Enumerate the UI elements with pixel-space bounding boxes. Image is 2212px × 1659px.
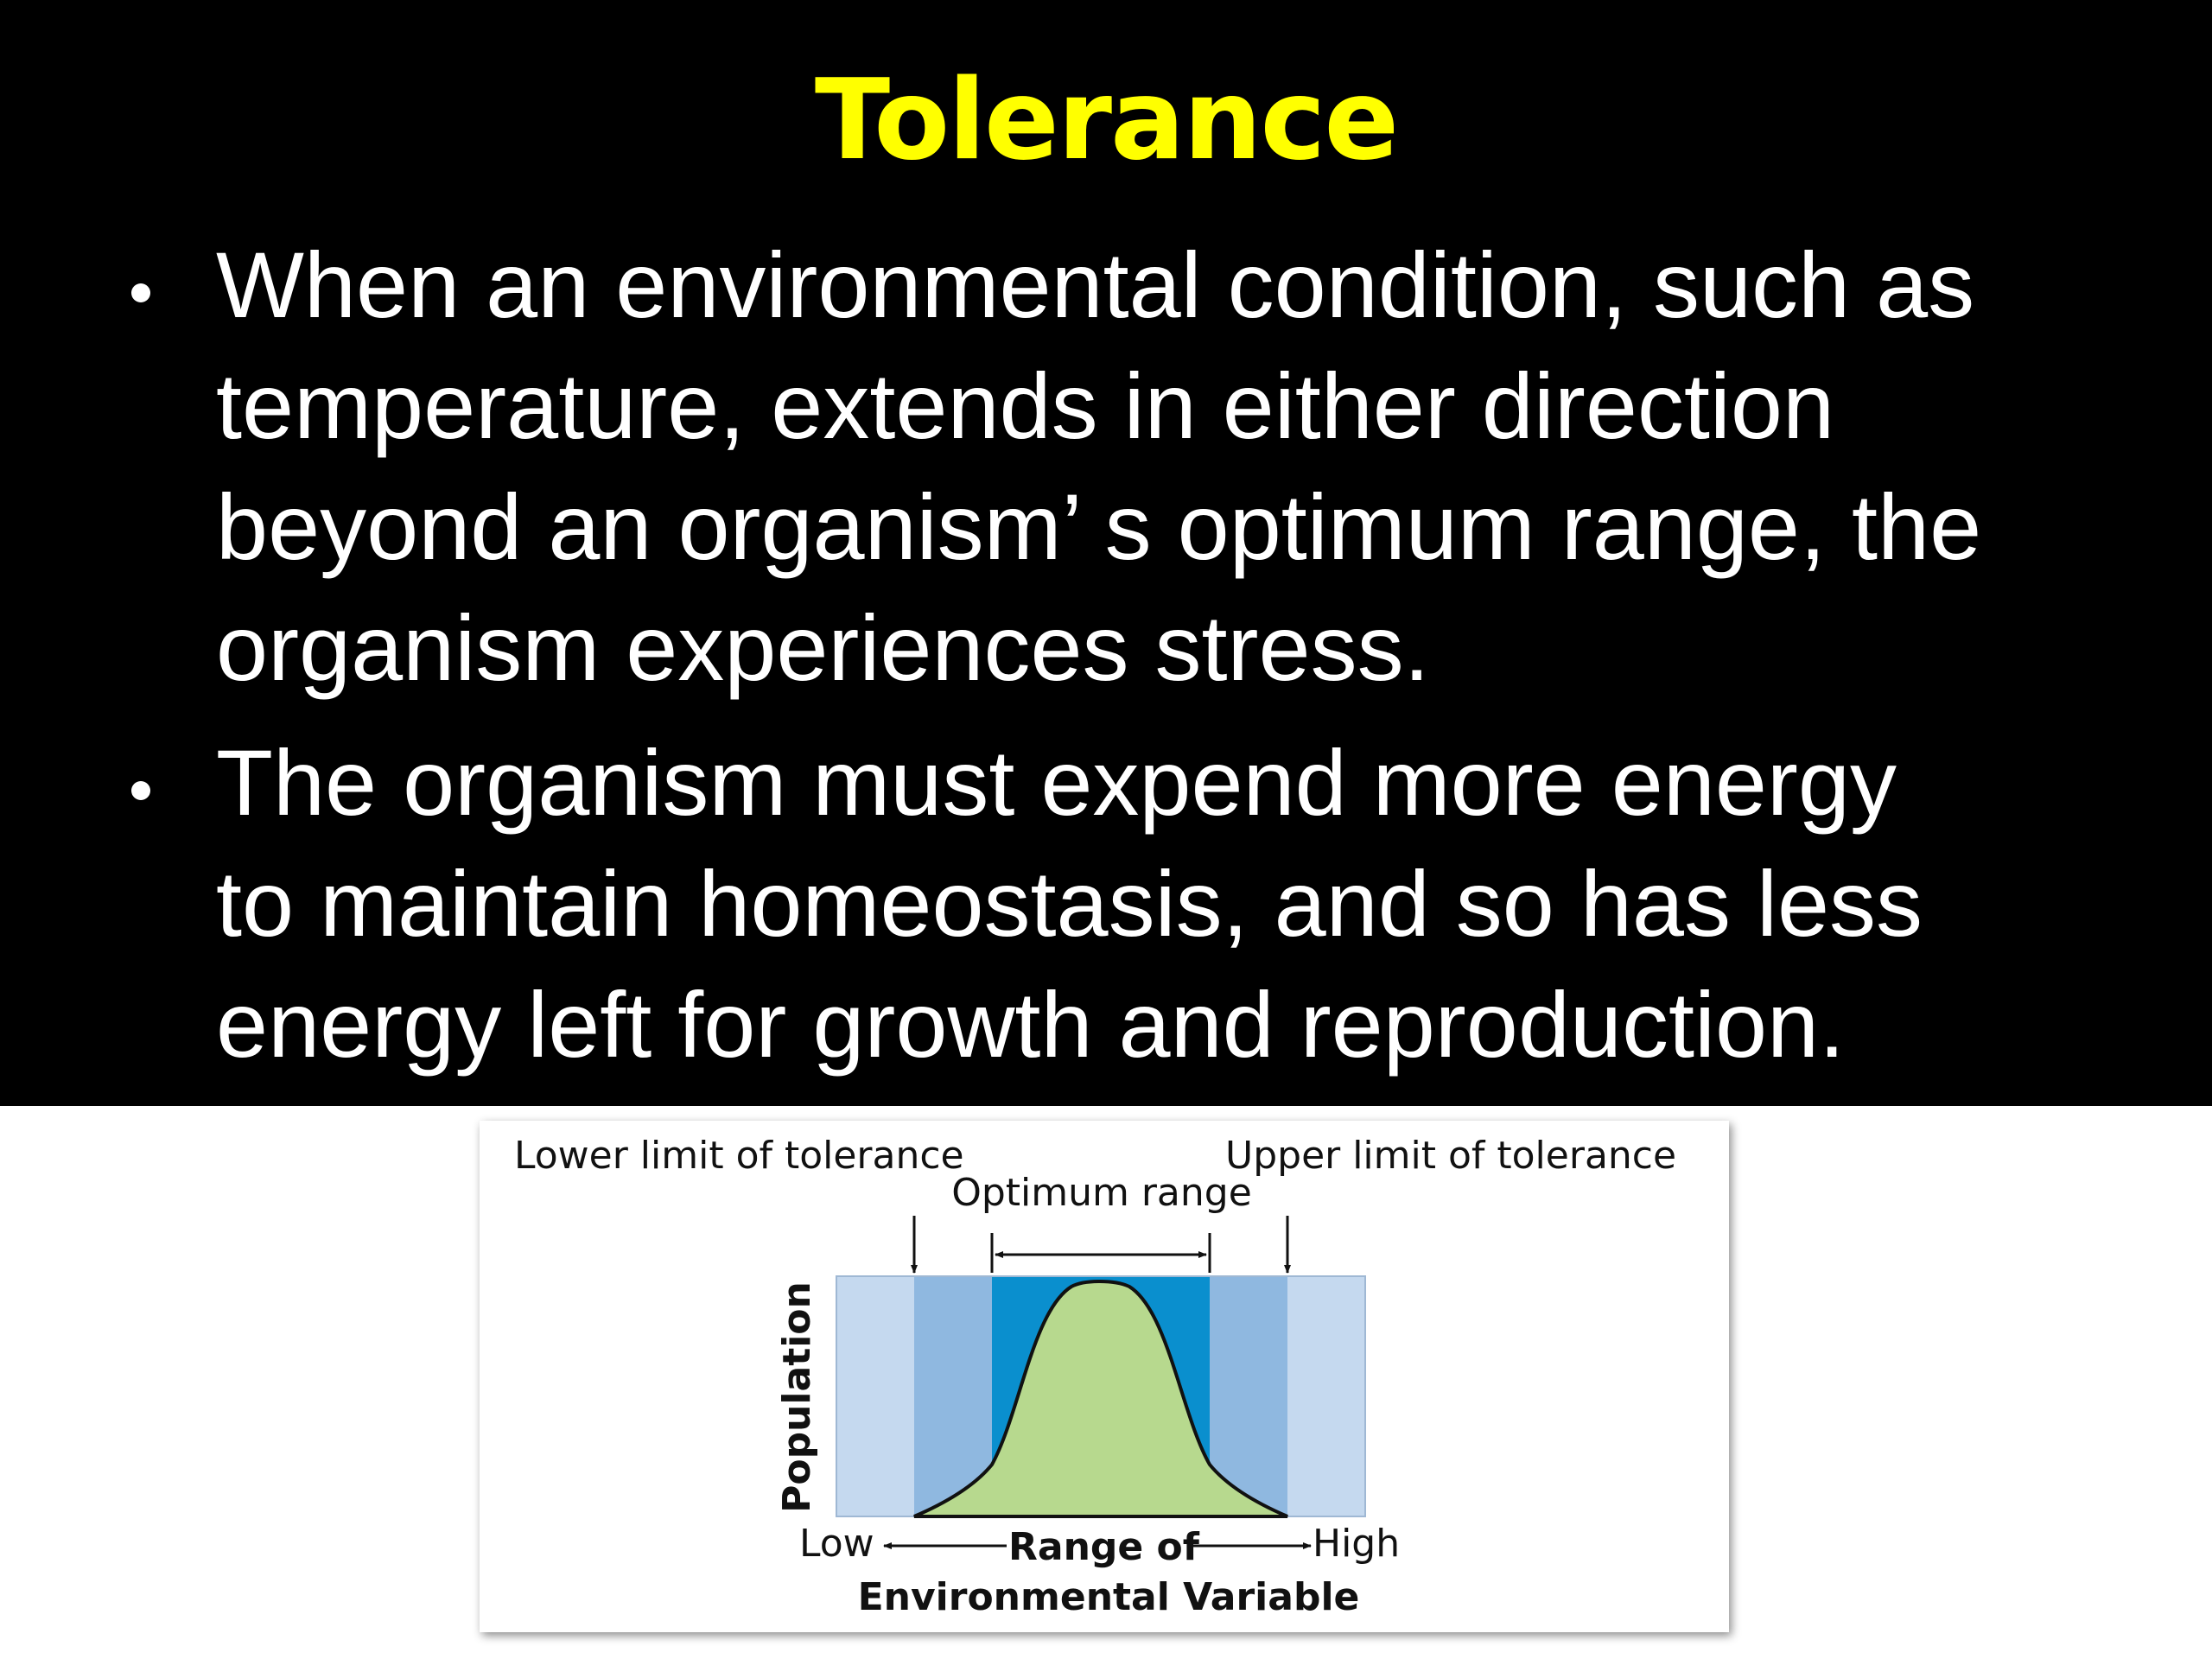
tolerance-diagram-svg: Lower limit of tolerance Upper limit of … (514, 1134, 1676, 1619)
x-axis-high-label: High (1313, 1522, 1400, 1566)
population-curve (913, 1280, 1288, 1518)
tolerance-diagram: Lower limit of tolerance Upper limit of … (480, 1121, 1729, 1632)
bullet-1-line-1: When an environmental condition, such as (216, 232, 1975, 337)
bullet-2-line-3: energy left for growth and reproduction. (216, 972, 1846, 1077)
y-axis-label: Population (775, 1281, 819, 1513)
bullet-1-line-4: organism experiences stress. (216, 595, 1430, 700)
bullet-1-line-3: beyond an organism’ s optimum range, the (216, 474, 1982, 579)
outer-zone-right (1287, 1276, 1365, 1516)
x-axis-low-label: Low (799, 1522, 874, 1566)
slide-text-area (0, 0, 2212, 1106)
bullet-marker (131, 781, 150, 800)
bullet-1-line-2: temperature, extends in either direction (216, 353, 1835, 458)
bullet-2-line-1: The organism must expend more energy (216, 730, 1897, 835)
optimum-range-label: Optimum range (951, 1171, 1252, 1215)
bullet-2-line-2: to maintain homeostasis, and so has less (216, 851, 1923, 956)
x-axis-variable-label: Environmental Variable (858, 1575, 1360, 1619)
x-axis-mid-label: Range of (1008, 1525, 1200, 1569)
bullet-list: When an environmental condition, such as… (131, 232, 1982, 1077)
lower-limit-label: Lower limit of tolerance (514, 1134, 964, 1178)
upper-limit-label: Upper limit of tolerance (1225, 1134, 1676, 1178)
outer-zone-left (836, 1276, 914, 1516)
slide-title: Tolerance (814, 56, 1399, 185)
bullet-marker (131, 283, 150, 302)
